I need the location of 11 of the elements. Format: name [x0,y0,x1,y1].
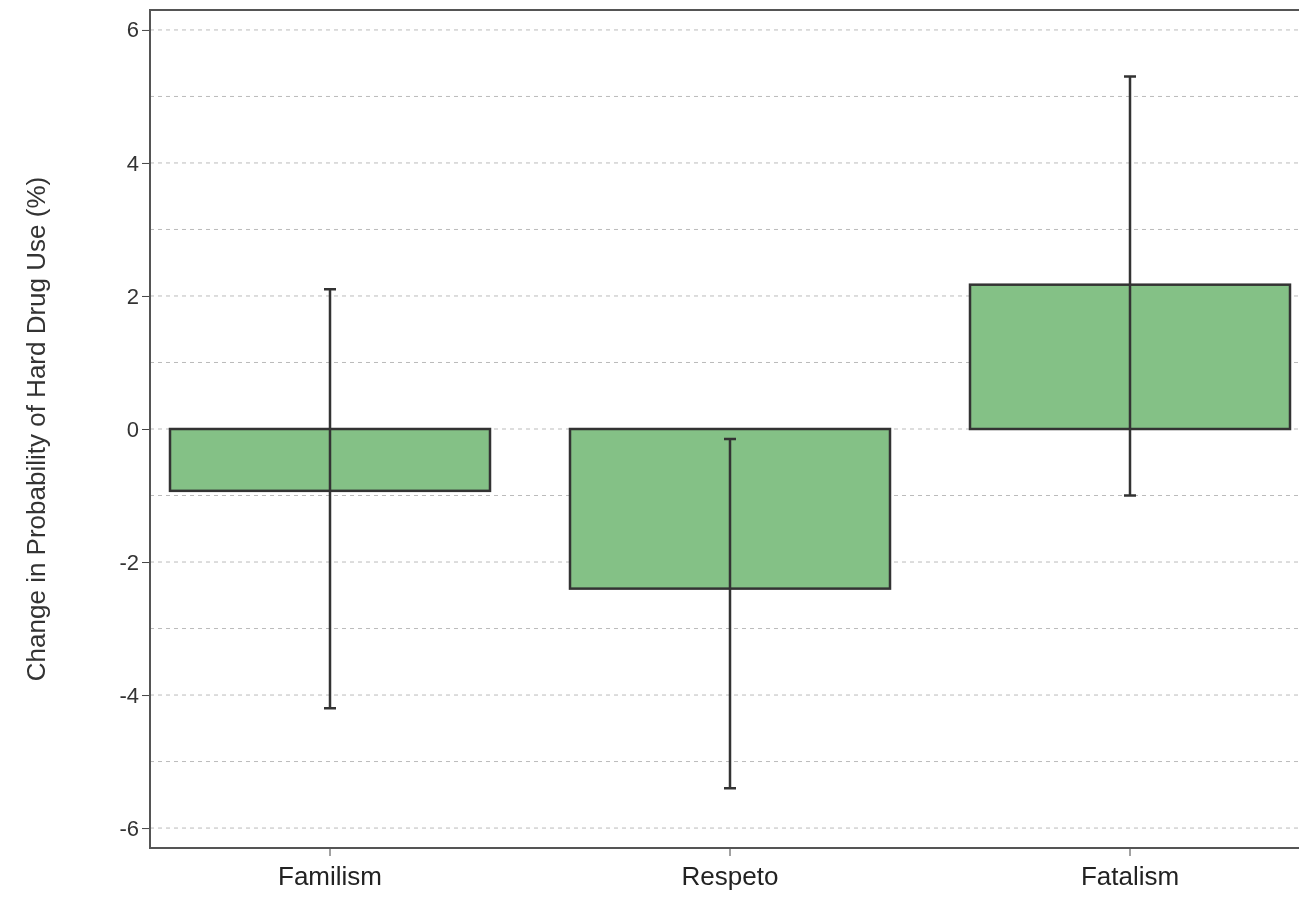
x-tick-label: Familism [278,861,382,891]
y-axis-title: Change in Probability of Hard Drug Use (%) [21,176,51,682]
y-tick-label: 2 [126,283,139,309]
y-tick-label: 4 [126,150,139,176]
y-tick-label: -4 [119,682,139,708]
x-tick-label: Respeto [681,861,779,891]
y-tick-label: -6 [119,815,139,841]
x-tick-label: Fatalism [1080,861,1180,891]
y-tick-label: -2 [119,549,139,575]
y-tick-label: 0 [126,416,139,442]
y-tick-label: 6 [126,17,139,43]
